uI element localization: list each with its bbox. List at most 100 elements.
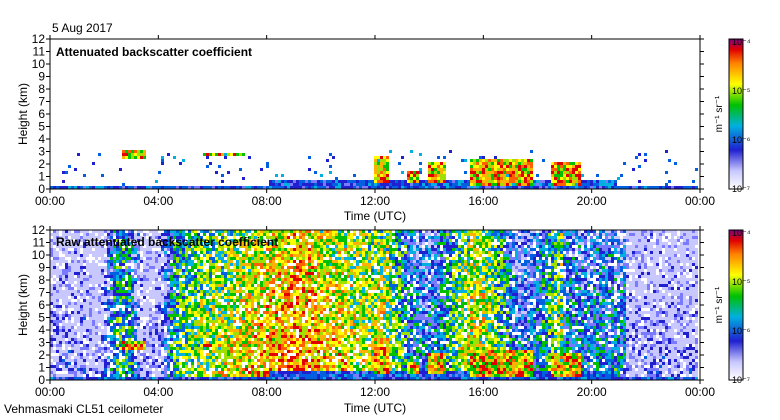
heatmap-cell <box>551 183 554 186</box>
heatmap-cell <box>167 362 170 365</box>
heatmap-cell <box>83 314 86 317</box>
heatmap-cell <box>251 266 254 269</box>
heatmap-cell <box>134 290 137 293</box>
heatmap-cell <box>134 305 137 308</box>
heatmap-cell <box>296 350 299 353</box>
heatmap-cell <box>62 236 65 239</box>
heatmap-cell <box>194 323 197 326</box>
heatmap-cell <box>371 183 374 186</box>
heatmap-cell <box>50 239 53 242</box>
heatmap-cell <box>113 266 116 269</box>
heatmap-cell <box>236 248 239 251</box>
heatmap-cell <box>95 371 98 374</box>
heatmap-cell <box>137 314 140 317</box>
heatmap-cell <box>173 308 176 311</box>
heatmap-cell <box>284 248 287 251</box>
heatmap-cell <box>248 365 251 368</box>
heatmap-cell <box>104 278 107 281</box>
heatmap-cell <box>200 320 203 323</box>
heatmap-cell <box>233 251 236 254</box>
heatmap-cell <box>443 156 446 159</box>
heatmap-cell <box>137 323 140 326</box>
heatmap-cell <box>140 308 143 311</box>
heatmap-cell <box>296 180 299 183</box>
heatmap-cell <box>83 236 86 239</box>
heatmap-cell <box>227 245 230 248</box>
heatmap-cell <box>377 171 380 174</box>
heatmap-cell <box>581 186 584 189</box>
heatmap-cell <box>569 177 572 180</box>
heatmap-cell <box>329 260 332 263</box>
heatmap-cell <box>149 302 152 305</box>
heatmap-cell <box>326 362 329 365</box>
heatmap-cell <box>62 335 65 338</box>
heatmap-cell <box>419 171 422 174</box>
heatmap-cell <box>431 183 434 186</box>
heatmap-cell <box>236 254 239 257</box>
heatmap-cell <box>296 236 299 239</box>
heatmap-cell <box>317 302 320 305</box>
heatmap-cell <box>158 254 161 257</box>
heatmap-cell <box>80 257 83 260</box>
heatmap-cell <box>278 254 281 257</box>
heatmap-cell <box>113 299 116 302</box>
heatmap-cell <box>386 165 389 168</box>
heatmap-cell <box>236 251 239 254</box>
heatmap-cell <box>332 251 335 254</box>
heatmap-cell <box>176 314 179 317</box>
heatmap-cell <box>71 245 74 248</box>
heatmap-cell <box>365 183 368 186</box>
heatmap-cell <box>224 308 227 311</box>
heatmap-cell <box>257 245 260 248</box>
heatmap-cell <box>482 174 485 177</box>
heatmap-cell <box>248 362 251 365</box>
heatmap-cell <box>152 236 155 239</box>
heatmap-cell <box>56 239 59 242</box>
heatmap-cell <box>275 311 278 314</box>
heatmap-cell <box>137 296 140 299</box>
heatmap-cell <box>77 305 80 308</box>
heatmap-cell <box>149 377 152 380</box>
heatmap-cell <box>203 293 206 296</box>
heatmap-cell <box>317 281 320 284</box>
heatmap-cell <box>317 287 320 290</box>
heatmap-cell <box>53 344 56 347</box>
heatmap-cell <box>74 251 77 254</box>
heatmap-cell <box>593 186 596 189</box>
heatmap-cell <box>107 290 110 293</box>
heatmap-cell <box>176 356 179 359</box>
heatmap-cell <box>332 350 335 353</box>
heatmap-cell <box>143 186 146 189</box>
heatmap-cell <box>68 359 71 362</box>
heatmap-cell <box>203 233 206 236</box>
heatmap-cell <box>311 272 314 275</box>
heatmap-cell <box>578 177 581 180</box>
heatmap-cell <box>470 159 473 162</box>
heatmap-cell <box>320 368 323 371</box>
heatmap-cell <box>338 183 341 186</box>
heatmap-cell <box>71 272 74 275</box>
heatmap-cell <box>152 242 155 245</box>
heatmap-cell <box>305 326 308 329</box>
heatmap-cell <box>95 248 98 251</box>
heatmap-cell <box>92 335 95 338</box>
heatmap-cell <box>506 177 509 180</box>
heatmap-cell <box>218 242 221 245</box>
heatmap-cell <box>245 263 248 266</box>
heatmap-cell <box>194 338 197 341</box>
heatmap-cell <box>260 320 263 323</box>
heatmap-cell <box>233 257 236 260</box>
heatmap-cell <box>128 269 131 272</box>
heatmap-cell <box>332 311 335 314</box>
heatmap-cell <box>272 239 275 242</box>
heatmap-cell <box>167 359 170 362</box>
heatmap-cell <box>164 350 167 353</box>
heatmap-cell <box>170 245 173 248</box>
heatmap-cell <box>293 335 296 338</box>
heatmap-cell <box>680 186 683 189</box>
heatmap-cell <box>530 183 533 186</box>
heatmap-cell <box>578 165 581 168</box>
heatmap-cell <box>185 260 188 263</box>
heatmap-cell <box>140 329 143 332</box>
heatmap-cell <box>122 302 125 305</box>
